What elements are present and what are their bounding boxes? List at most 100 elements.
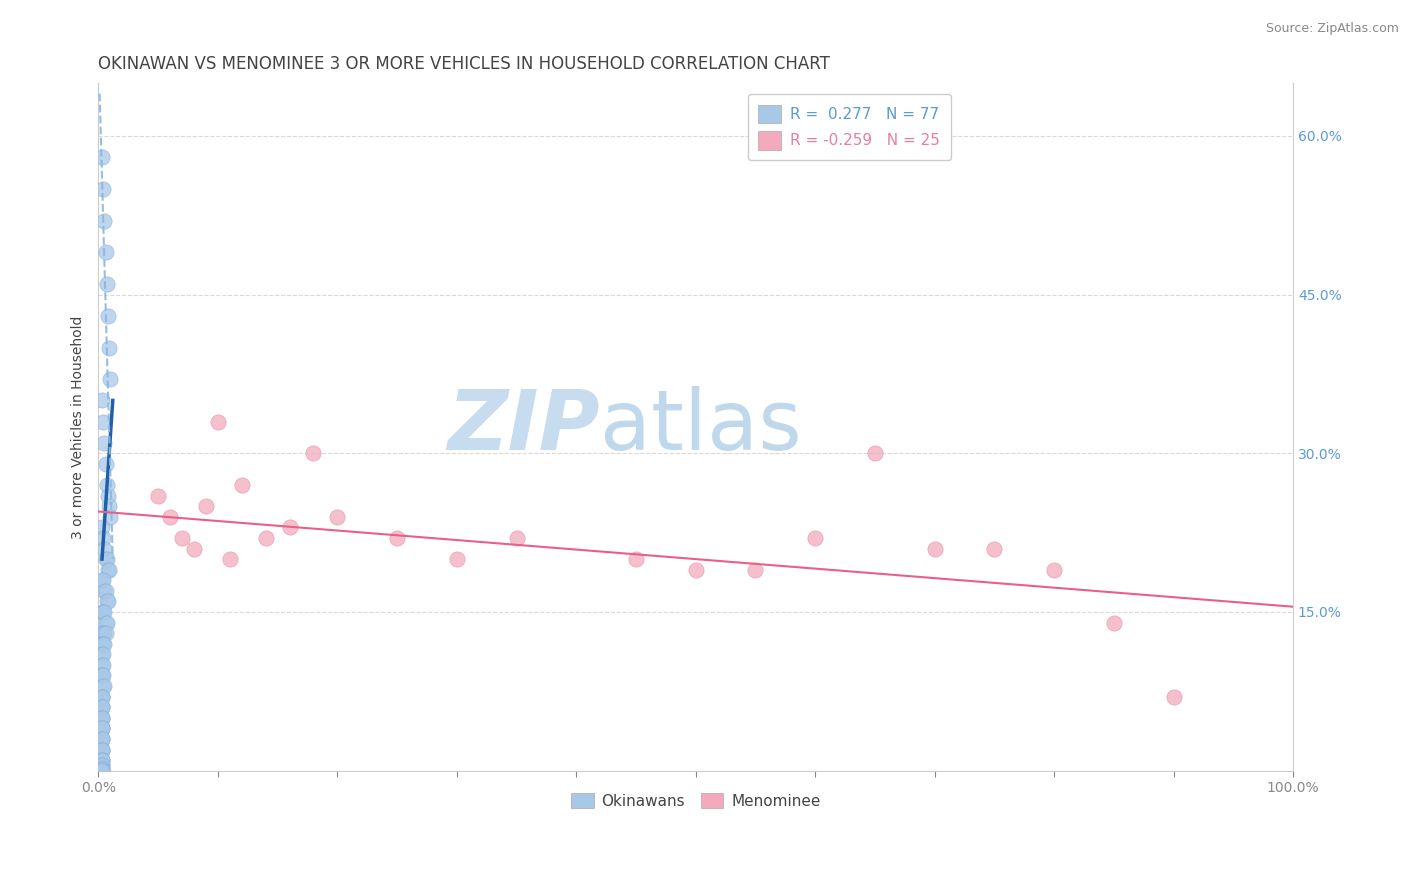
Point bbox=[983, 541, 1005, 556]
Point bbox=[93, 583, 115, 598]
Point bbox=[863, 446, 886, 460]
Point bbox=[194, 499, 217, 513]
Point bbox=[93, 679, 115, 693]
Point bbox=[91, 182, 114, 196]
Point bbox=[91, 731, 114, 746]
Point bbox=[91, 763, 114, 777]
Point bbox=[93, 626, 115, 640]
Point bbox=[97, 563, 120, 577]
Point bbox=[96, 594, 118, 608]
Point bbox=[744, 563, 766, 577]
Point bbox=[98, 341, 121, 355]
Text: Source: ZipAtlas.com: Source: ZipAtlas.com bbox=[1265, 22, 1399, 36]
Point bbox=[91, 605, 114, 619]
Point bbox=[146, 489, 169, 503]
Point bbox=[94, 245, 117, 260]
Point bbox=[254, 531, 277, 545]
Point bbox=[91, 574, 114, 588]
Point bbox=[91, 760, 114, 774]
Point bbox=[93, 213, 115, 227]
Point bbox=[91, 722, 114, 736]
Point bbox=[98, 499, 121, 513]
Point bbox=[91, 758, 114, 772]
Point bbox=[183, 541, 205, 556]
Text: OKINAWAN VS MENOMINEE 3 OR MORE VEHICLES IN HOUSEHOLD CORRELATION CHART: OKINAWAN VS MENOMINEE 3 OR MORE VEHICLES… bbox=[98, 55, 831, 73]
Point bbox=[91, 679, 114, 693]
Point bbox=[1163, 690, 1185, 704]
Point bbox=[91, 762, 114, 776]
Point bbox=[159, 509, 181, 524]
Point bbox=[96, 478, 118, 492]
Point bbox=[207, 415, 229, 429]
Point bbox=[91, 764, 114, 778]
Point bbox=[91, 574, 114, 588]
Point bbox=[94, 626, 117, 640]
Point bbox=[96, 615, 118, 630]
Point bbox=[98, 563, 121, 577]
Point bbox=[91, 626, 114, 640]
Text: ZIP: ZIP bbox=[447, 386, 600, 467]
Point bbox=[94, 615, 117, 630]
Point bbox=[1043, 563, 1066, 577]
Point bbox=[385, 531, 408, 545]
Point bbox=[91, 753, 114, 767]
Point bbox=[624, 552, 647, 566]
Point bbox=[91, 758, 114, 772]
Point bbox=[804, 531, 827, 545]
Point bbox=[91, 711, 114, 725]
Point bbox=[91, 657, 114, 672]
Point bbox=[91, 648, 114, 662]
Point bbox=[91, 700, 114, 714]
Point bbox=[91, 690, 114, 704]
Point bbox=[93, 637, 115, 651]
Point bbox=[91, 742, 114, 756]
Point bbox=[446, 552, 468, 566]
Y-axis label: 3 or more Vehicles in Household: 3 or more Vehicles in Household bbox=[72, 315, 86, 539]
Point bbox=[91, 626, 114, 640]
Point bbox=[91, 742, 114, 756]
Point bbox=[100, 372, 122, 386]
Point bbox=[505, 531, 527, 545]
Point bbox=[91, 711, 114, 725]
Point bbox=[1102, 615, 1125, 630]
Point bbox=[91, 393, 114, 408]
Point bbox=[91, 648, 114, 662]
Point bbox=[91, 731, 114, 746]
Point bbox=[278, 520, 301, 534]
Point bbox=[93, 435, 115, 450]
Point bbox=[91, 637, 114, 651]
Point bbox=[218, 552, 240, 566]
Point bbox=[91, 668, 114, 682]
Point bbox=[91, 605, 114, 619]
Point bbox=[91, 722, 114, 736]
Point bbox=[91, 711, 114, 725]
Point bbox=[91, 415, 114, 429]
Point bbox=[93, 605, 115, 619]
Point bbox=[91, 150, 114, 164]
Point bbox=[93, 541, 115, 556]
Point bbox=[91, 668, 114, 682]
Point bbox=[96, 552, 118, 566]
Point bbox=[231, 478, 253, 492]
Point bbox=[100, 509, 122, 524]
Point bbox=[91, 690, 114, 704]
Point bbox=[91, 637, 114, 651]
Point bbox=[97, 489, 120, 503]
Point bbox=[91, 753, 114, 767]
Point bbox=[91, 700, 114, 714]
Text: atlas: atlas bbox=[600, 386, 801, 467]
Point bbox=[94, 552, 117, 566]
Legend: Okinawans, Menominee: Okinawans, Menominee bbox=[565, 787, 827, 814]
Point bbox=[97, 309, 120, 323]
Point bbox=[91, 531, 114, 545]
Point bbox=[91, 700, 114, 714]
Point bbox=[91, 722, 114, 736]
Point bbox=[91, 520, 114, 534]
Point bbox=[97, 594, 120, 608]
Point bbox=[91, 742, 114, 756]
Point bbox=[94, 583, 117, 598]
Point bbox=[302, 446, 325, 460]
Point bbox=[91, 668, 114, 682]
Point bbox=[91, 731, 114, 746]
Point bbox=[326, 509, 349, 524]
